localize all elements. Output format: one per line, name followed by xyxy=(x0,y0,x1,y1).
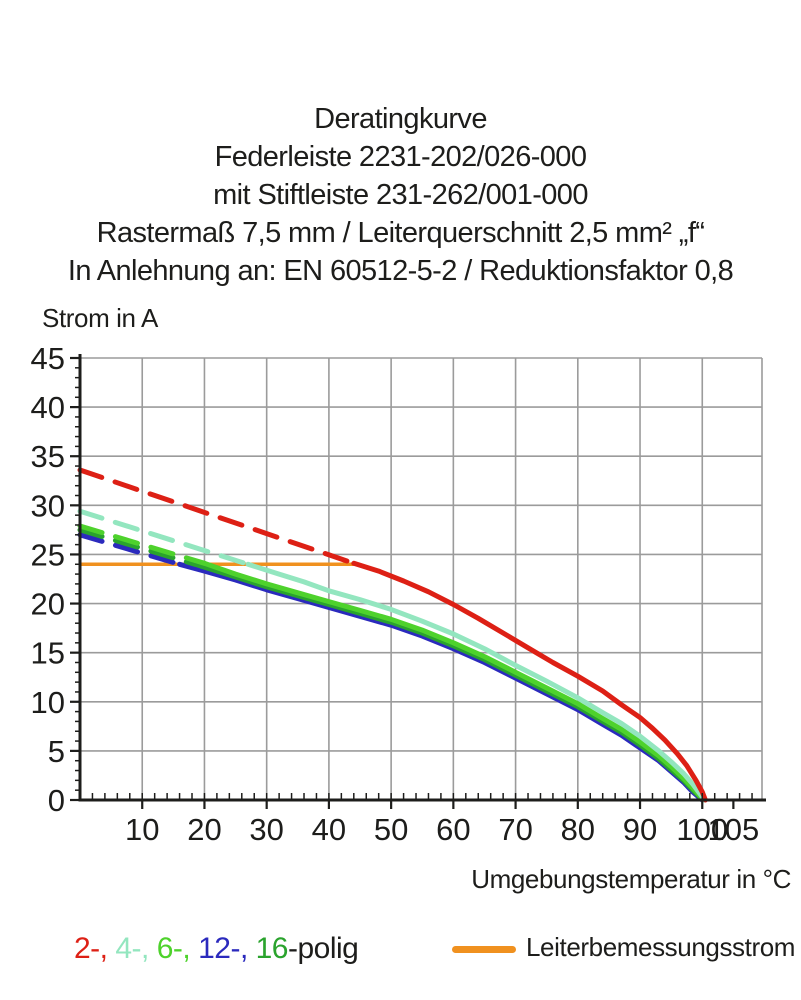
x-tick-label: 90 xyxy=(623,812,657,847)
y-tick-label: 20 xyxy=(31,587,65,622)
legend-poles-label: 2-, 4-, 6-, 12-, 16-polig xyxy=(74,932,359,966)
reference-line-label: Leiterbemessungsstrom xyxy=(526,932,796,962)
x-tick-label: 50 xyxy=(374,812,408,847)
title-line-2: Federleiste 2231-202/026-000 xyxy=(214,141,587,173)
curve-12-polig-dashed xyxy=(77,532,183,567)
y-tick-label: 35 xyxy=(31,439,65,474)
x-axis-title: Umgebungstemperatur in °C xyxy=(471,864,791,894)
y-tick-label: 45 xyxy=(31,341,65,376)
y-axis-title: Strom in A xyxy=(42,303,158,333)
title-line-1: Deratingkurve xyxy=(314,103,487,135)
x-tick-label: 80 xyxy=(561,812,595,847)
y-tick-label: 10 xyxy=(31,685,65,720)
x-tick-label: 40 xyxy=(312,812,346,847)
legend-part: -polig xyxy=(287,932,359,965)
y-tick-label: 40 xyxy=(31,390,65,425)
title-line-4: Rastermaß 7,5 mm / Leiterquerschnitt 2,5… xyxy=(96,217,705,249)
x-tick-label: 100 xyxy=(676,812,728,847)
curve-16-polig-dashed xyxy=(77,527,198,567)
x-tick-label: 20 xyxy=(187,812,221,847)
reference-line-swatch xyxy=(452,946,516,953)
curve-2-polig-solid xyxy=(351,560,708,803)
curve-2-polig-dashed xyxy=(77,467,357,566)
y-tick-label: 15 xyxy=(31,636,65,671)
x-tick-label: 70 xyxy=(498,812,532,847)
y-tick-label: 25 xyxy=(31,537,65,572)
x-tick-label: 105 xyxy=(708,812,760,847)
curve-4-polig-dashed xyxy=(77,508,251,567)
x-tick-label: 30 xyxy=(249,812,283,847)
title-line-3: mit Stiftleiste 231-262/001-000 xyxy=(213,179,588,211)
x-tick-label: 10 xyxy=(125,812,159,847)
legend-row: 2-, 4-, 6-, 12-, 16-polig Leiterbemessun… xyxy=(0,932,801,982)
curve-6-polig-solid xyxy=(202,560,706,803)
title-line-5: In Anlehnung an: EN 60512-5-2 / Reduktio… xyxy=(67,255,734,287)
y-tick-label: 30 xyxy=(31,488,65,523)
legend-part: 16 xyxy=(255,932,289,965)
legend-part: 12-, xyxy=(198,932,256,965)
curve-4-polig-solid xyxy=(245,561,707,803)
legend-reference: Leiterbemessungsstrom xyxy=(452,932,795,963)
curve-6-polig-dashed xyxy=(77,523,207,566)
x-tick-label: 60 xyxy=(436,812,470,847)
y-tick-label: 5 xyxy=(48,734,65,769)
y-tick-label: 0 xyxy=(48,783,65,818)
legend-part: 6-, xyxy=(156,932,199,965)
legend-part: 4-, xyxy=(115,932,157,965)
legend-part: 2-, xyxy=(74,932,116,965)
chart-title-block: Deratingkurve Federleiste 2231-202/026-0… xyxy=(0,100,801,290)
